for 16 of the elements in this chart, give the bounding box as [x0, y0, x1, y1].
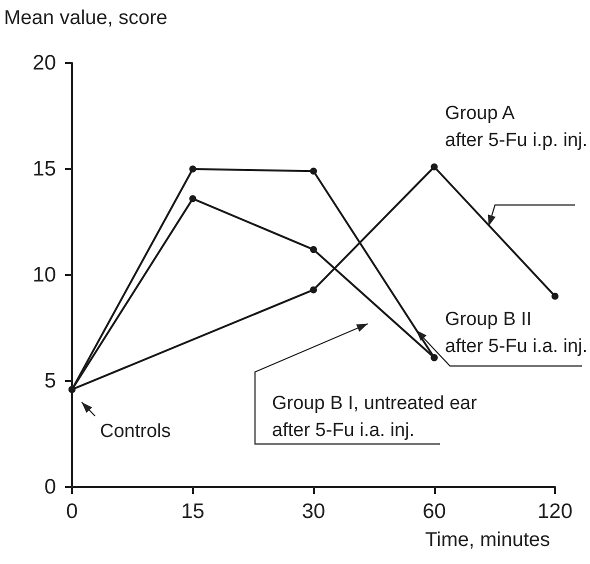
x-tick-label: 120	[537, 500, 573, 523]
x-tick-label: 60	[422, 500, 446, 523]
y-tick-label: 5	[44, 370, 56, 392]
annotation: Group B I, untreated ear after 5-Fu i.a. inj.	[272, 393, 478, 441]
y-tick-label: 20	[32, 52, 56, 74]
y-tick-label: 10	[32, 264, 56, 286]
x-tick-label: 0	[66, 500, 78, 523]
y-axis-title: Mean value, score	[4, 7, 168, 29]
x-tick-label: 15	[181, 500, 204, 523]
y-tick-label: 15	[32, 158, 56, 180]
annotation: Group B II after 5-Fu i.a. inj.	[445, 309, 588, 357]
annotation: Group A after 5-Fu i.p. inj.	[445, 103, 588, 151]
annotation: Controls	[100, 421, 171, 442]
x-tick-label: 30	[302, 500, 326, 523]
x-axis-title: Time, minutes	[425, 529, 550, 551]
y-tick-label: 0	[44, 476, 56, 498]
